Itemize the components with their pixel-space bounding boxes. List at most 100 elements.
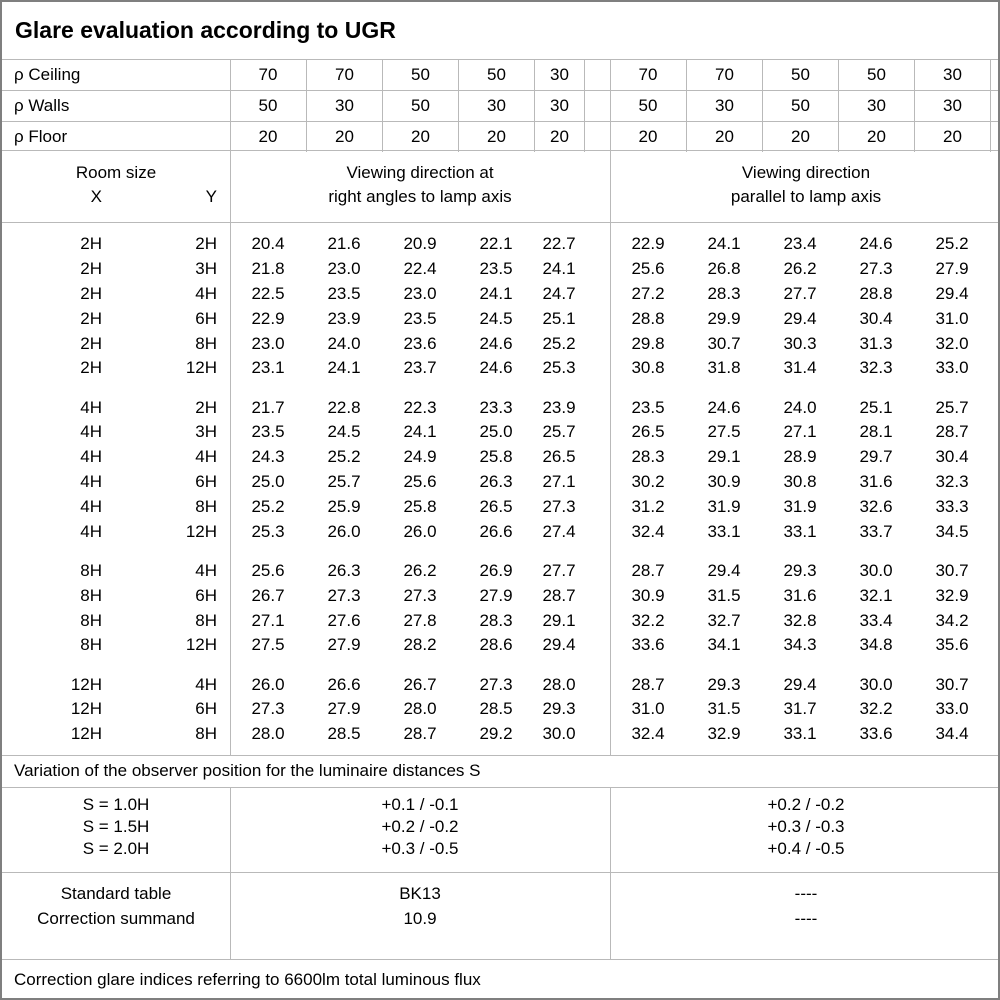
spacing-parallel-value: +0.4 / -0.5: [767, 839, 845, 858]
ugr-value-right-angles: 25.7: [542, 422, 576, 442]
ugr-value-parallel: 31.3: [859, 333, 893, 353]
reflectance-value: 20: [534, 121, 584, 152]
ugr-value-parallel: 32.3: [859, 358, 893, 378]
ugr-value-parallel: 25.6: [631, 259, 665, 279]
ugr-value-right-angles: 22.8: [327, 397, 361, 417]
divider: [2, 755, 998, 756]
summary-label: Standard table: [60, 883, 172, 903]
ugr-group: 8H 4H 25.6 26.3 26.2 26.9 27.7 28.7 29.4 29.3 30.0…: [2, 559, 998, 658]
ugr-value-right-angles: 26.2: [403, 560, 437, 580]
spacing-right-angles-value: +0.1 / -0.1: [381, 795, 459, 814]
reflectance-value: 30: [458, 90, 534, 121]
ugr-value-parallel: 30.4: [935, 447, 969, 467]
ugr-value-parallel: 33.4: [859, 610, 893, 630]
room-x-value: 12H: [70, 724, 102, 744]
ugr-value-parallel: 29.4: [707, 560, 741, 580]
ugr-value-parallel: 32.2: [631, 610, 665, 630]
ugr-value-parallel: 24.1: [707, 234, 741, 254]
reflectance-value: 50: [258, 95, 278, 115]
ugr-value-parallel: 32.9: [935, 585, 969, 605]
ugr-value-right-angles: 22.3: [403, 397, 437, 417]
ugr-value-right-angles: 24.7: [542, 283, 576, 303]
tail-cell: [990, 90, 998, 121]
ugr-value-parallel: 32.2: [859, 699, 893, 719]
ugr-row: 2H 4H 22.5 23.5 23.0 24.1 24.7 27.2 28.3 27.7 28.8…: [2, 282, 998, 307]
ugr-value-right-angles: 23.3: [479, 397, 513, 417]
ugr-row: 8H 4H 25.6 26.3 26.2 26.9 27.7 28.7 29.4 29.3 30.0…: [2, 559, 998, 584]
ugr-value-right-angles: 27.4: [542, 521, 576, 541]
ugr-value-right-angles: 26.0: [403, 521, 437, 541]
right-angles-header-line2: right angles to lamp axis: [328, 187, 512, 206]
reflectance-value: 50: [762, 59, 838, 90]
ugr-value-right-angles: 22.7: [542, 234, 576, 254]
reflectance-value: 20: [382, 121, 458, 152]
parallel-header-line1: Viewing direction: [741, 163, 871, 182]
room-x-value: 2H: [80, 308, 102, 328]
ugr-row: 2H 3H 21.8 23.0 22.4 23.5 24.1 25.6 26.8 26.2 27.3…: [2, 257, 998, 282]
room-x-value: 2H: [80, 333, 102, 353]
ugr-value-right-angles: 25.2: [327, 447, 361, 467]
reflectance-value: 30: [686, 90, 762, 121]
ugr-value-right-angles: 22.9: [251, 308, 285, 328]
group-spacer-cell: [584, 59, 610, 90]
page-title: Glare evaluation according to UGR: [15, 17, 396, 43]
ugr-value-right-angles: 28.0: [251, 724, 285, 744]
ugr-value-right-angles: 25.9: [327, 496, 361, 516]
reflectance-value: 20: [686, 121, 762, 152]
room-x-value: 8H: [80, 610, 102, 630]
ugr-value-parallel: 26.8: [707, 259, 741, 279]
ugr-value-right-angles: 28.0: [542, 674, 576, 694]
ugr-value-parallel: 31.0: [631, 699, 665, 719]
ugr-value-parallel: 25.1: [859, 397, 893, 417]
spacing-parallel-value: +0.2 / -0.2: [767, 795, 845, 814]
ugr-value-right-angles: 23.9: [327, 308, 361, 328]
room-y-value: 12H: [185, 521, 217, 541]
ugr-value-parallel: 27.5: [707, 422, 741, 442]
ugr-value-right-angles: 25.6: [403, 472, 437, 492]
room-y-value: 4H: [195, 447, 217, 467]
ugr-value-parallel: 32.9: [707, 724, 741, 744]
ugr-value-right-angles: 26.9: [479, 560, 513, 580]
room-y-value: 6H: [195, 585, 217, 605]
room-y-value: 6H: [195, 699, 217, 719]
room-y-value: 6H: [195, 472, 217, 492]
ugr-row: 12H 4H 26.0 26.6 26.7 27.3 28.0 28.7 29.3 29.4 30.…: [2, 672, 998, 697]
reflectance-value: 50: [638, 95, 658, 115]
ugr-value-parallel: 27.3: [859, 259, 893, 279]
ugr-value-right-angles: 20.4: [251, 234, 285, 254]
ugr-value-right-angles: 27.1: [251, 610, 285, 630]
room-x-value: 2H: [80, 259, 102, 279]
ugr-value-parallel: 23.4: [783, 234, 817, 254]
ugr-value-parallel: 29.8: [631, 333, 665, 353]
ugr-value-right-angles: 24.6: [479, 333, 513, 353]
right-angles-header-line1: Viewing direction at: [346, 163, 494, 182]
ugr-value-right-angles: 23.6: [403, 333, 437, 353]
ugr-value-right-angles: 29.4: [542, 635, 576, 655]
ugr-value-right-angles: 23.5: [479, 259, 513, 279]
ugr-value-parallel: 33.1: [783, 521, 817, 541]
ugr-value-parallel: 31.9: [707, 496, 741, 516]
ugr-value-parallel: 30.9: [631, 585, 665, 605]
reflectance-value: 30: [534, 59, 584, 90]
room-y-value: 4H: [195, 674, 217, 694]
reflectance-value: 20: [638, 126, 658, 146]
ugr-data-body: 2H 2H 20.4 21.6 20.9 22.1 22.7 22.9 24.1 23.4 24.6…: [2, 222, 998, 755]
ugr-value-right-angles: 25.2: [542, 333, 576, 353]
ugr-value-parallel: 31.2: [631, 496, 665, 516]
summary-section: Standard table BK13 ---- Correction summand…: [2, 872, 998, 959]
divider: [2, 90, 998, 91]
ugr-value-right-angles: 26.0: [251, 674, 285, 694]
reflectance-value: 70: [306, 59, 382, 90]
ugr-value-right-angles: 21.6: [327, 234, 361, 254]
ugr-value-parallel: 31.4: [783, 358, 817, 378]
ugr-value-parallel: 29.3: [783, 560, 817, 580]
ugr-row: 4H 3H 23.5 24.5 24.1 25.0 25.7 26.5 27.5 27.1 28.1…: [2, 420, 998, 445]
ugr-value-parallel: 31.6: [859, 472, 893, 492]
ugr-value-right-angles: 23.1: [251, 358, 285, 378]
reflectance-value: 50: [458, 59, 534, 90]
ugr-value-right-angles: 29.3: [542, 699, 576, 719]
ugr-value-parallel: 34.3: [783, 635, 817, 655]
room-x-value: 8H: [80, 635, 102, 655]
summary-row: Standard table BK13 ----: [2, 881, 998, 906]
ugr-value-parallel: 31.5: [707, 585, 741, 605]
